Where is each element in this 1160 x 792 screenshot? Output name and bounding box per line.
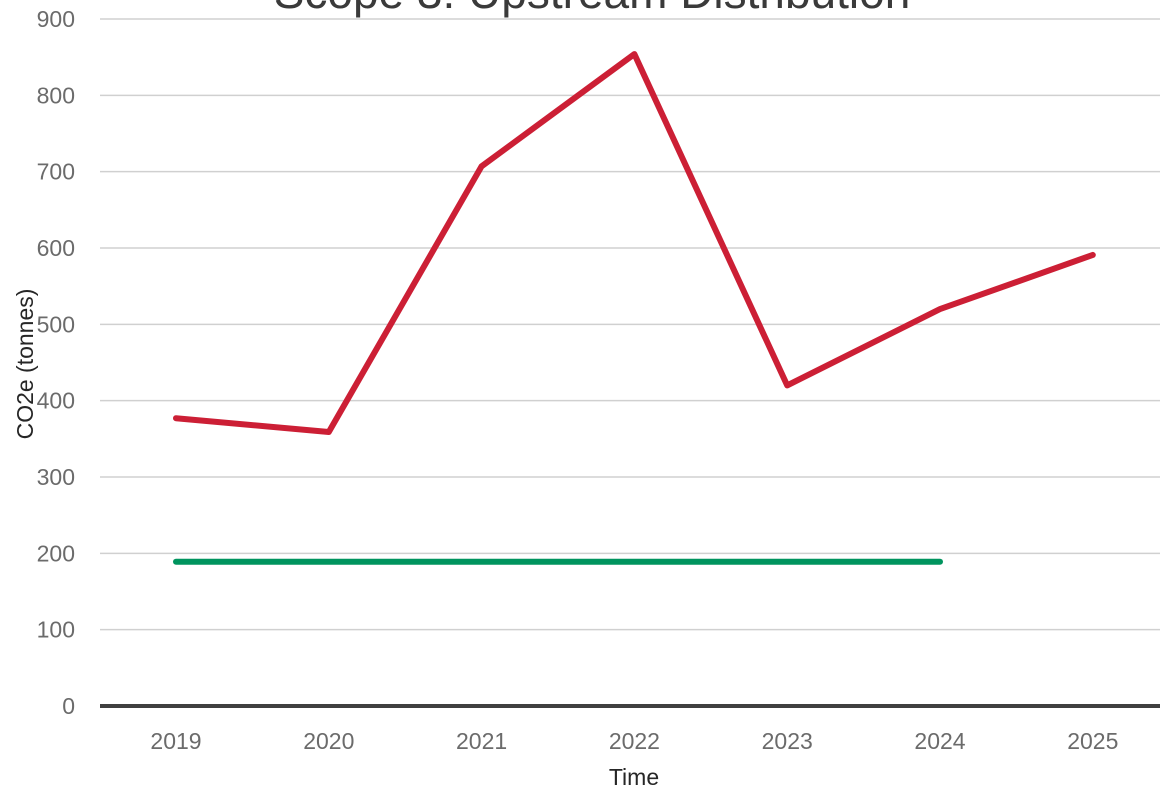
x-tick-label: 2023 bbox=[762, 728, 813, 754]
series-lines bbox=[173, 51, 1096, 565]
y-tick-label: 900 bbox=[37, 6, 75, 32]
x-tick-label: 2024 bbox=[914, 728, 965, 754]
y-tick-label: 600 bbox=[37, 235, 75, 261]
y-tick-label: 100 bbox=[37, 617, 75, 643]
y-tick-label: 0 bbox=[62, 693, 75, 719]
gridlines bbox=[100, 18, 1160, 631]
x-axis-title: Time bbox=[609, 764, 659, 790]
x-tick-label: 2019 bbox=[150, 728, 201, 754]
y-axis-ticks: 0 100 200 300 400 500 600 700 800 900 bbox=[37, 6, 75, 719]
y-tick-label: 700 bbox=[37, 159, 75, 185]
y-tick-label: 500 bbox=[37, 311, 75, 337]
chart-title: Scope 3: Upstream Distribution bbox=[274, 0, 911, 18]
y-tick-label: 400 bbox=[37, 388, 75, 414]
y-axis-title: CO2e (tonnes) bbox=[12, 289, 38, 440]
x-axis-ticks: 2019 2020 2021 2022 2023 2024 2025 bbox=[150, 728, 1118, 754]
x-tick-label: 2022 bbox=[609, 728, 660, 754]
x-tick-label: 2021 bbox=[456, 728, 507, 754]
x-tick-label: 2020 bbox=[303, 728, 354, 754]
x-tick-label: 2025 bbox=[1067, 728, 1118, 754]
y-tick-label: 200 bbox=[37, 540, 75, 566]
y-tick-label: 800 bbox=[37, 82, 75, 108]
y-tick-label: 300 bbox=[37, 464, 75, 490]
series-line-0 bbox=[173, 51, 1096, 435]
